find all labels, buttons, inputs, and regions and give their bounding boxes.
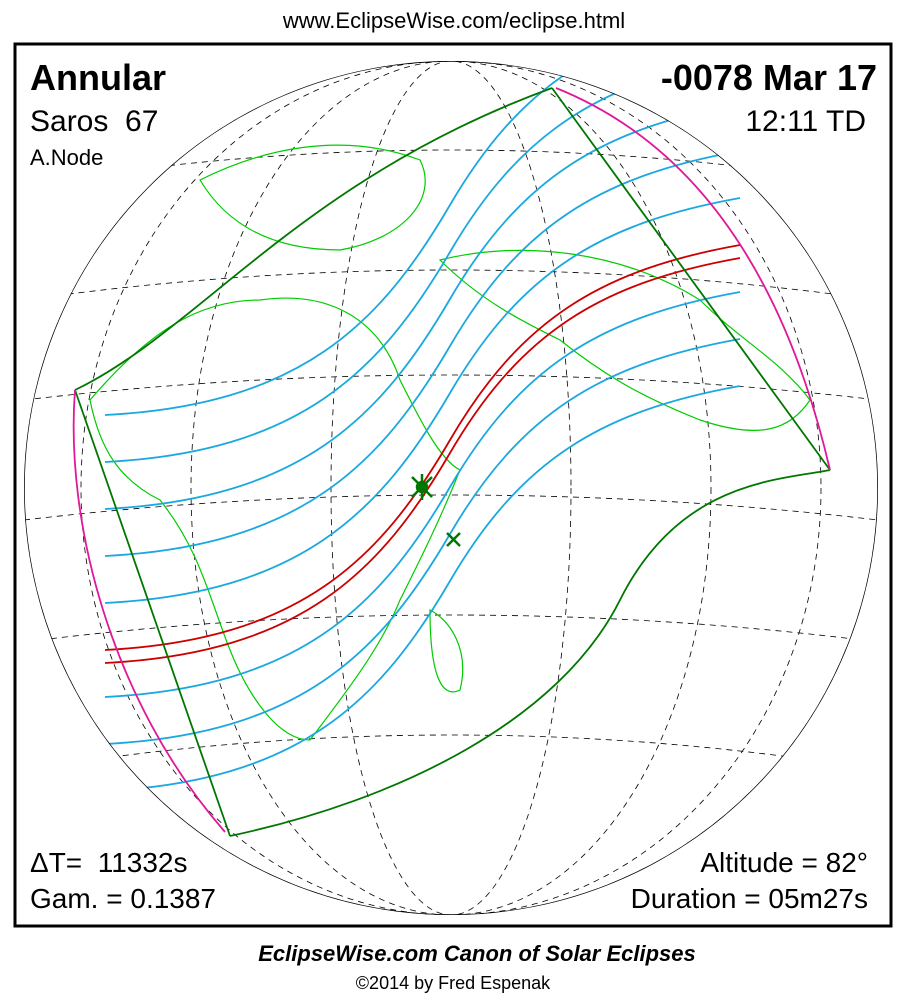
copyright: ©2014 by Fred Espenak (356, 973, 551, 993)
date: -0078 Mar 17 (661, 57, 877, 98)
greatest-eclipse (411, 474, 461, 547)
delta-t: ΔT= 11332s (30, 847, 188, 878)
rise-set-curves (72, 87, 831, 833)
eclipse-type: Annular (30, 57, 166, 98)
altitude: Altitude = 82° (700, 847, 868, 878)
coastlines (89, 144, 811, 741)
time: 12:11 TD (745, 105, 866, 138)
duration: Duration = 05m27s (631, 883, 868, 914)
node: A.Node (30, 145, 103, 170)
footer-title: EclipseWise.com Canon of Solar Eclipses (258, 941, 696, 966)
url: www.EclipseWise.com/eclipse.html (282, 8, 625, 33)
gamma: Gam. = 0.1387 (30, 883, 216, 914)
saros: Saros 67 (30, 105, 158, 138)
limits (74, 87, 831, 837)
